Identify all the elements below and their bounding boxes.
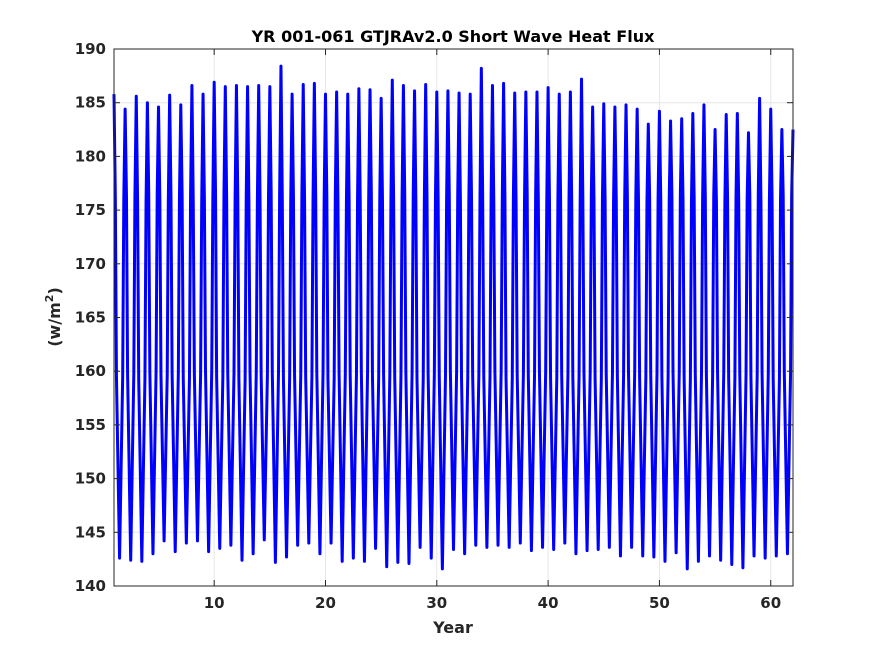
x-tick-label: 10 [204, 594, 225, 612]
x-tick-label: 40 [538, 594, 559, 612]
y-axis-label-end: ) [45, 287, 64, 294]
y-axis-label: (w/m2) [43, 287, 64, 347]
x-axis-ticks: 10 20 30 40 50 60 [204, 49, 781, 612]
y-tick-label: 145 [75, 523, 106, 541]
y-tick-label: 175 [75, 201, 106, 219]
y-tick-label: 140 [75, 577, 106, 595]
y-axis-label-base: (w/m [45, 302, 64, 347]
y-tick-label: 165 [75, 309, 106, 327]
x-tick-label: 60 [760, 594, 781, 612]
x-tick-label: 30 [426, 594, 447, 612]
y-tick-label: 170 [75, 255, 106, 273]
x-tick-label: 50 [649, 594, 670, 612]
y-tick-label: 155 [75, 416, 106, 434]
y-tick-label: 150 [75, 470, 106, 488]
x-tick-label: 20 [315, 594, 336, 612]
y-tick-label: 160 [75, 362, 106, 380]
short-wave-flux-series-line [112, 64, 795, 571]
y-tick-label: 180 [75, 147, 106, 165]
y-axis-ticks: 140 145 150 155 160 165 170 175 180 185 190 [75, 40, 793, 595]
x-axis-label: Year [432, 618, 473, 637]
y-tick-label: 185 [75, 94, 106, 112]
chart-title: YR 001-061 GTJRAv2.0 Short Wave Heat Flu… [251, 27, 655, 46]
y-tick-label: 190 [75, 40, 106, 58]
series-layer [112, 64, 795, 571]
y-axis-label-superscript: 2 [43, 295, 56, 303]
